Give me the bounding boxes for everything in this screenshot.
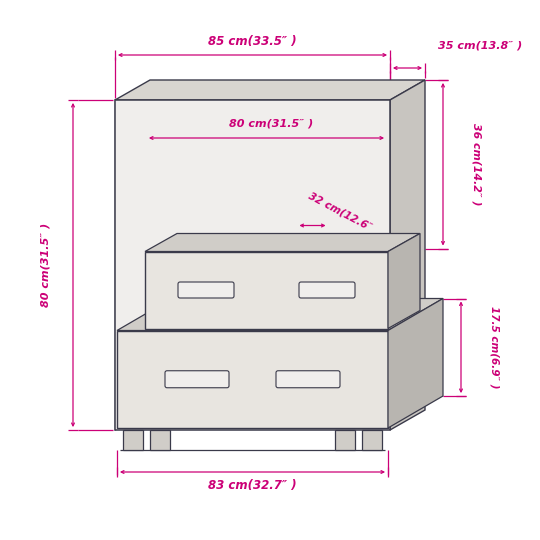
FancyBboxPatch shape xyxy=(165,371,229,388)
Text: 28.5 cm(11.2″: 28.5 cm(11.2″ xyxy=(310,252,386,301)
Text: 83 cm(32.7″ ): 83 cm(32.7″ ) xyxy=(208,478,297,491)
FancyBboxPatch shape xyxy=(178,282,234,298)
Text: 36 cm(14.2″ ): 36 cm(14.2″ ) xyxy=(472,123,482,206)
Polygon shape xyxy=(388,299,443,428)
Polygon shape xyxy=(145,233,420,252)
Polygon shape xyxy=(335,430,355,450)
Text: 35 cm(13.8″ ): 35 cm(13.8″ ) xyxy=(438,41,522,51)
Polygon shape xyxy=(145,252,388,328)
Polygon shape xyxy=(390,80,425,430)
Polygon shape xyxy=(117,330,388,428)
Polygon shape xyxy=(117,299,443,330)
Polygon shape xyxy=(115,100,390,430)
Polygon shape xyxy=(115,80,425,100)
Polygon shape xyxy=(150,430,170,450)
Text: 80 cm(31.5″ ): 80 cm(31.5″ ) xyxy=(40,223,50,307)
Polygon shape xyxy=(362,430,382,450)
Polygon shape xyxy=(388,233,420,328)
FancyBboxPatch shape xyxy=(299,282,355,298)
Text: 85 cm(33.5″ ): 85 cm(33.5″ ) xyxy=(208,36,297,49)
Text: 14 cm(5.5″ ): 14 cm(5.5″ ) xyxy=(163,337,173,408)
Text: 32 cm(12.6″: 32 cm(12.6″ xyxy=(307,191,374,232)
Text: 75 cm(29.5″ ): 75 cm(29.5″ ) xyxy=(225,276,309,286)
FancyBboxPatch shape xyxy=(276,371,340,388)
Text: 80 cm(31.5″ ): 80 cm(31.5″ ) xyxy=(230,119,314,129)
Text: 17.5 cm(6.9″ ): 17.5 cm(6.9″ ) xyxy=(489,306,499,388)
Polygon shape xyxy=(123,430,143,450)
